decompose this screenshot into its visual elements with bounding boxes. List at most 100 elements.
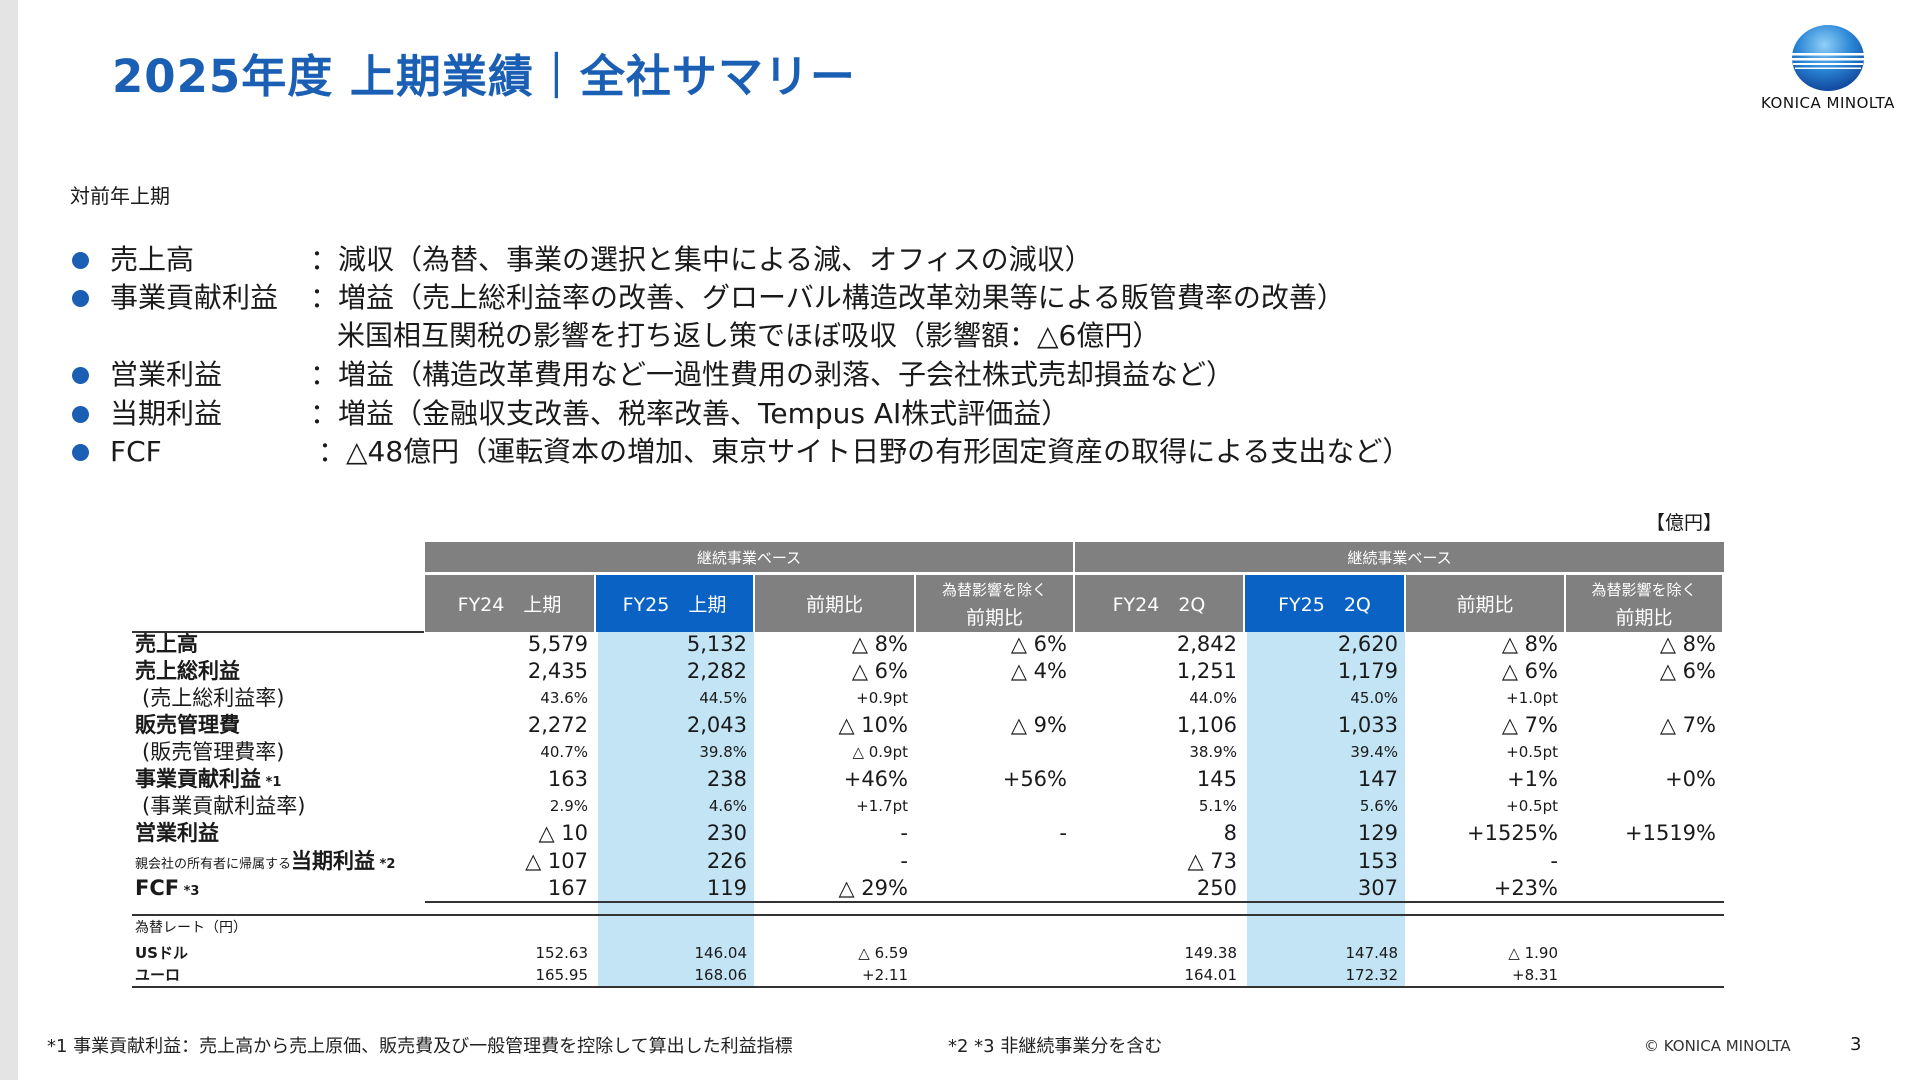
table-cell: 230 [706, 821, 747, 845]
row-label-note: *1 [261, 775, 282, 790]
row-label-main: 売上高 [135, 632, 198, 656]
page-title: 2025年度 上期業績｜全社サマリー [112, 50, 856, 103]
table-cell: △ 4% [1010, 659, 1067, 683]
row-label: (販売管理費率) [142, 742, 284, 765]
table-cell: △ 6% [1010, 632, 1067, 656]
row-label-main: (事業貢献利益率) [142, 794, 306, 818]
table-cell: 2,842 [1176, 632, 1237, 656]
logo-wordmark: KONICA MINOLTA [1761, 94, 1895, 112]
column-header: FY25 上期 [596, 575, 753, 632]
table-cell: 1,033 [1337, 713, 1398, 737]
bullet-label: FCF [110, 435, 162, 468]
row-label: FCF *3 [135, 875, 199, 905]
fx-cell: 168.06 [694, 966, 748, 984]
column-header: FY25 2Q [1245, 575, 1404, 632]
table-cell: +1% [1507, 767, 1558, 791]
table-cell: 5,579 [527, 632, 588, 656]
column-header: FY24 2Q [1075, 575, 1243, 632]
table-cell: 145 [1196, 767, 1237, 791]
column-header: 前期比 [755, 575, 914, 632]
table-cell: 226 [706, 849, 747, 873]
table-cell: △ 29% [838, 876, 908, 900]
bullet-label: 当期利益 [110, 397, 223, 430]
bullet-dot-icon [72, 367, 89, 384]
fx-cell: 149.38 [1184, 944, 1238, 962]
bullet-dot-icon [72, 406, 89, 423]
table-cell: 8 [1223, 821, 1237, 845]
table-cell: +1519% [1625, 821, 1716, 845]
table-cell: - [900, 849, 908, 873]
table-cell: 4.6% [708, 797, 747, 815]
row-label-main: FCF [135, 876, 180, 900]
fx-cell: 164.01 [1184, 966, 1238, 984]
row-label-note: *2 [375, 857, 396, 872]
row-label-main: 当期利益 [291, 849, 376, 873]
fx-row-label: ユーロ [135, 966, 181, 984]
table-cell: 38.9% [1189, 743, 1237, 761]
row-label: (売上総利益率) [142, 688, 284, 711]
fx-cell: △ 6.59 [858, 944, 908, 962]
table-cell: △ 9% [1010, 713, 1067, 737]
bullet-text: ：△48億円（運転資本の増加、東京サイト日野の有形固定資産の取得による支出など） [318, 435, 1411, 468]
table-cell: △ 7% [1501, 713, 1558, 737]
row-label: 売上総利益 [135, 658, 240, 685]
fx-section-divider [132, 914, 1724, 916]
table-cell: 129 [1357, 821, 1398, 845]
globe-logo-icon [1792, 25, 1864, 91]
table-cell: 1,251 [1176, 659, 1237, 683]
table-cell: +0.5pt [1506, 797, 1558, 815]
table-cell: 2.9% [549, 797, 588, 815]
label-column-divider [132, 631, 424, 633]
copyright: © KONICA MINOLTA [1644, 1037, 1791, 1055]
row-label: 事業貢献利益 *1 [135, 766, 281, 796]
fx-row-label: USドル [135, 944, 188, 962]
table-cell: 5,132 [686, 632, 747, 656]
table-cell: 147 [1357, 767, 1398, 791]
table-cell: 2,043 [686, 713, 747, 737]
column-header-fx-adjusted: 為替影響を除く前期比 [1566, 575, 1722, 632]
column-header-text: 前期比 [1615, 606, 1673, 629]
table-cell: - [1059, 821, 1067, 845]
table-cell: +0.9pt [856, 689, 908, 707]
page-number: 3 [1850, 1034, 1862, 1055]
row-label-main: 営業利益 [135, 821, 219, 845]
table-cell: 2,272 [527, 713, 588, 737]
table-cell: 167 [547, 876, 588, 900]
table-cell: +0% [1665, 767, 1716, 791]
table-divider [425, 901, 1724, 903]
table-cell: △ 73 [1187, 849, 1237, 873]
table-cell: △ 8% [1501, 632, 1558, 656]
table-bottom-border [132, 986, 1724, 988]
konica-minolta-logo: KONICA MINOLTA [1748, 22, 1908, 117]
fx-rate-header: 為替レート（円） [135, 920, 247, 936]
row-label: 営業利益 [135, 820, 219, 847]
row-label: 売上高 [135, 631, 198, 658]
row-label-note: *3 [179, 884, 200, 899]
table-cell: 39.8% [699, 743, 747, 761]
bullet-text: 米国相互関税の影響を打ち返し策でほぼ吸収（影響額：△6億円） [337, 319, 1161, 352]
table-cell: 43.6% [540, 689, 588, 707]
table-cell: 2,435 [527, 659, 588, 683]
table-cell: 39.4% [1350, 743, 1398, 761]
column-header: 前期比 [1406, 575, 1564, 632]
table-cell: 5.6% [1359, 797, 1398, 815]
bullet-label: 営業利益 [110, 358, 223, 391]
column-header-text: 為替影響を除く [1591, 580, 1697, 599]
table-cell: 119 [706, 876, 747, 900]
comparison-subtitle: 対前年上期 [70, 184, 170, 208]
table-cell: 2,282 [686, 659, 747, 683]
table-cell: △ 6% [1659, 659, 1716, 683]
fx-cell: +8.31 [1512, 966, 1558, 984]
table-cell: 44.5% [699, 689, 747, 707]
column-header-text: 為替影響を除く [941, 580, 1047, 599]
bullet-text: ：増益（売上総利益率の改善、グローバル構造改革効果等による販管費率の改善） [310, 281, 1345, 314]
fx-cell: △ 1.90 [1508, 944, 1558, 962]
footnote-2: *2 *3 非継続事業分を含む [948, 1036, 1163, 1057]
table-cell: △ 8% [851, 632, 908, 656]
row-label-pre: 親会社の所有者に帰属する [135, 857, 292, 872]
row-label-main: (売上総利益率) [142, 686, 285, 710]
table-cell: - [1550, 849, 1558, 873]
row-label: 親会社の所有者に帰属する当期利益 *2 [135, 848, 395, 878]
bullet-label: 売上高 [110, 243, 195, 276]
table-cell: +46% [843, 767, 908, 791]
